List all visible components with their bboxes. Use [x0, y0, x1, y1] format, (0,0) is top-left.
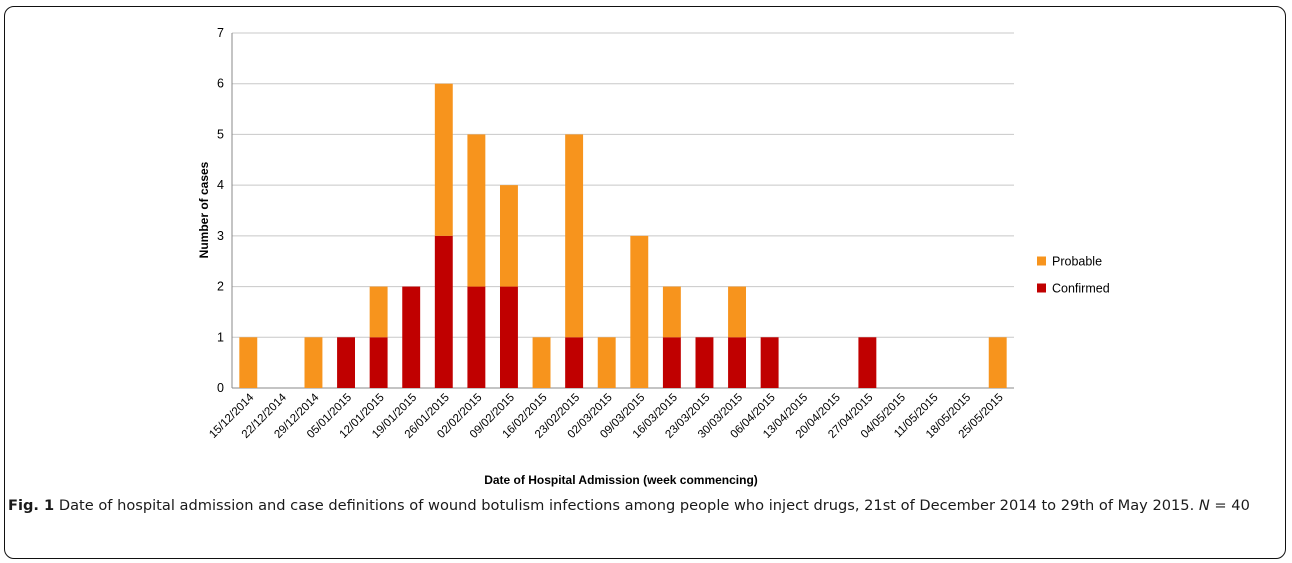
- bar-confirmed-09/02/2015: [499, 286, 518, 388]
- bar-confirmed-23/03/2015: [695, 337, 714, 388]
- bar-probable-09/02/2015: [499, 185, 518, 287]
- bar-confirmed-02/02/2015: [467, 286, 486, 388]
- y-tick-label-7: 7: [217, 26, 224, 40]
- bar-probable-26/01/2015: [434, 83, 453, 236]
- legend-swatch-confirmed: [1037, 283, 1046, 293]
- bar-confirmed-26/01/2015: [434, 235, 453, 388]
- bar-probable-02/02/2015: [467, 134, 486, 287]
- bar-probable-30/03/2015: [728, 286, 747, 338]
- y-tick-label-0: 0: [217, 381, 224, 395]
- bar-probable-02/03/2015: [597, 337, 616, 388]
- y-tick-label-2: 2: [217, 280, 224, 294]
- bar-confirmed-05/01/2015: [337, 337, 356, 388]
- figure-frame: [4, 6, 1286, 559]
- y-tick-label-5: 5: [217, 127, 224, 141]
- legend-label-confirmed: Confirmed: [1052, 282, 1110, 296]
- caption-n-value: = 40: [1209, 497, 1250, 514]
- bar-probable-16/02/2015: [532, 337, 551, 388]
- y-tick-labels: 0 1 2 3 4 5 6 7: [217, 26, 224, 395]
- legend-label-probable: Probable: [1052, 255, 1102, 269]
- figure-caption: Fig. 1 Date of hospital admission and ca…: [8, 495, 1278, 516]
- legend: Probable Confirmed: [1037, 255, 1110, 296]
- bar-probable-09/03/2015: [630, 235, 649, 388]
- figure-label: Fig. 1: [8, 497, 55, 514]
- gridlines: [231, 32, 1014, 389]
- caption-text: Date of hospital admission and case defi…: [54, 497, 1199, 514]
- bar-confirmed-06/04/2015: [760, 337, 779, 388]
- stacked-bar-chart: 0 1 2 3 4 5 6 7 15/12/201422/12/201429/12/20140…: [197, 26, 1110, 487]
- y-tick-label-4: 4: [217, 178, 224, 192]
- y-tick-label-3: 3: [217, 229, 224, 243]
- x-tick-labels: 15/12/201422/12/201429/12/201405/01/2015…: [207, 391, 1006, 441]
- bar-probable-12/01/2015: [369, 286, 388, 338]
- bar-probable-29/12/2014: [304, 337, 323, 388]
- bar-confirmed-19/01/2015: [402, 286, 421, 388]
- legend-swatch-probable: [1037, 256, 1046, 266]
- y-tick-label-6: 6: [217, 77, 224, 91]
- bar-probable-23/02/2015: [565, 134, 584, 338]
- bar-confirmed-16/03/2015: [662, 337, 681, 388]
- bar-probable-15/12/2014: [239, 337, 258, 388]
- bar-confirmed-27/04/2015: [858, 337, 877, 388]
- bar-probable-25/05/2015: [988, 337, 1007, 388]
- y-tick-label-1: 1: [217, 330, 224, 344]
- caption-n-label: N: [1198, 497, 1210, 514]
- bar-confirmed-12/01/2015: [369, 337, 388, 388]
- bar-probable-16/03/2015: [662, 286, 681, 338]
- x-axis-label: Date of Hospital Admission (week commenc…: [484, 473, 758, 487]
- y-axis-label: Number of cases: [197, 161, 211, 258]
- bar-confirmed-30/03/2015: [728, 337, 747, 388]
- bars: [239, 83, 1007, 388]
- bar-confirmed-23/02/2015: [565, 337, 584, 388]
